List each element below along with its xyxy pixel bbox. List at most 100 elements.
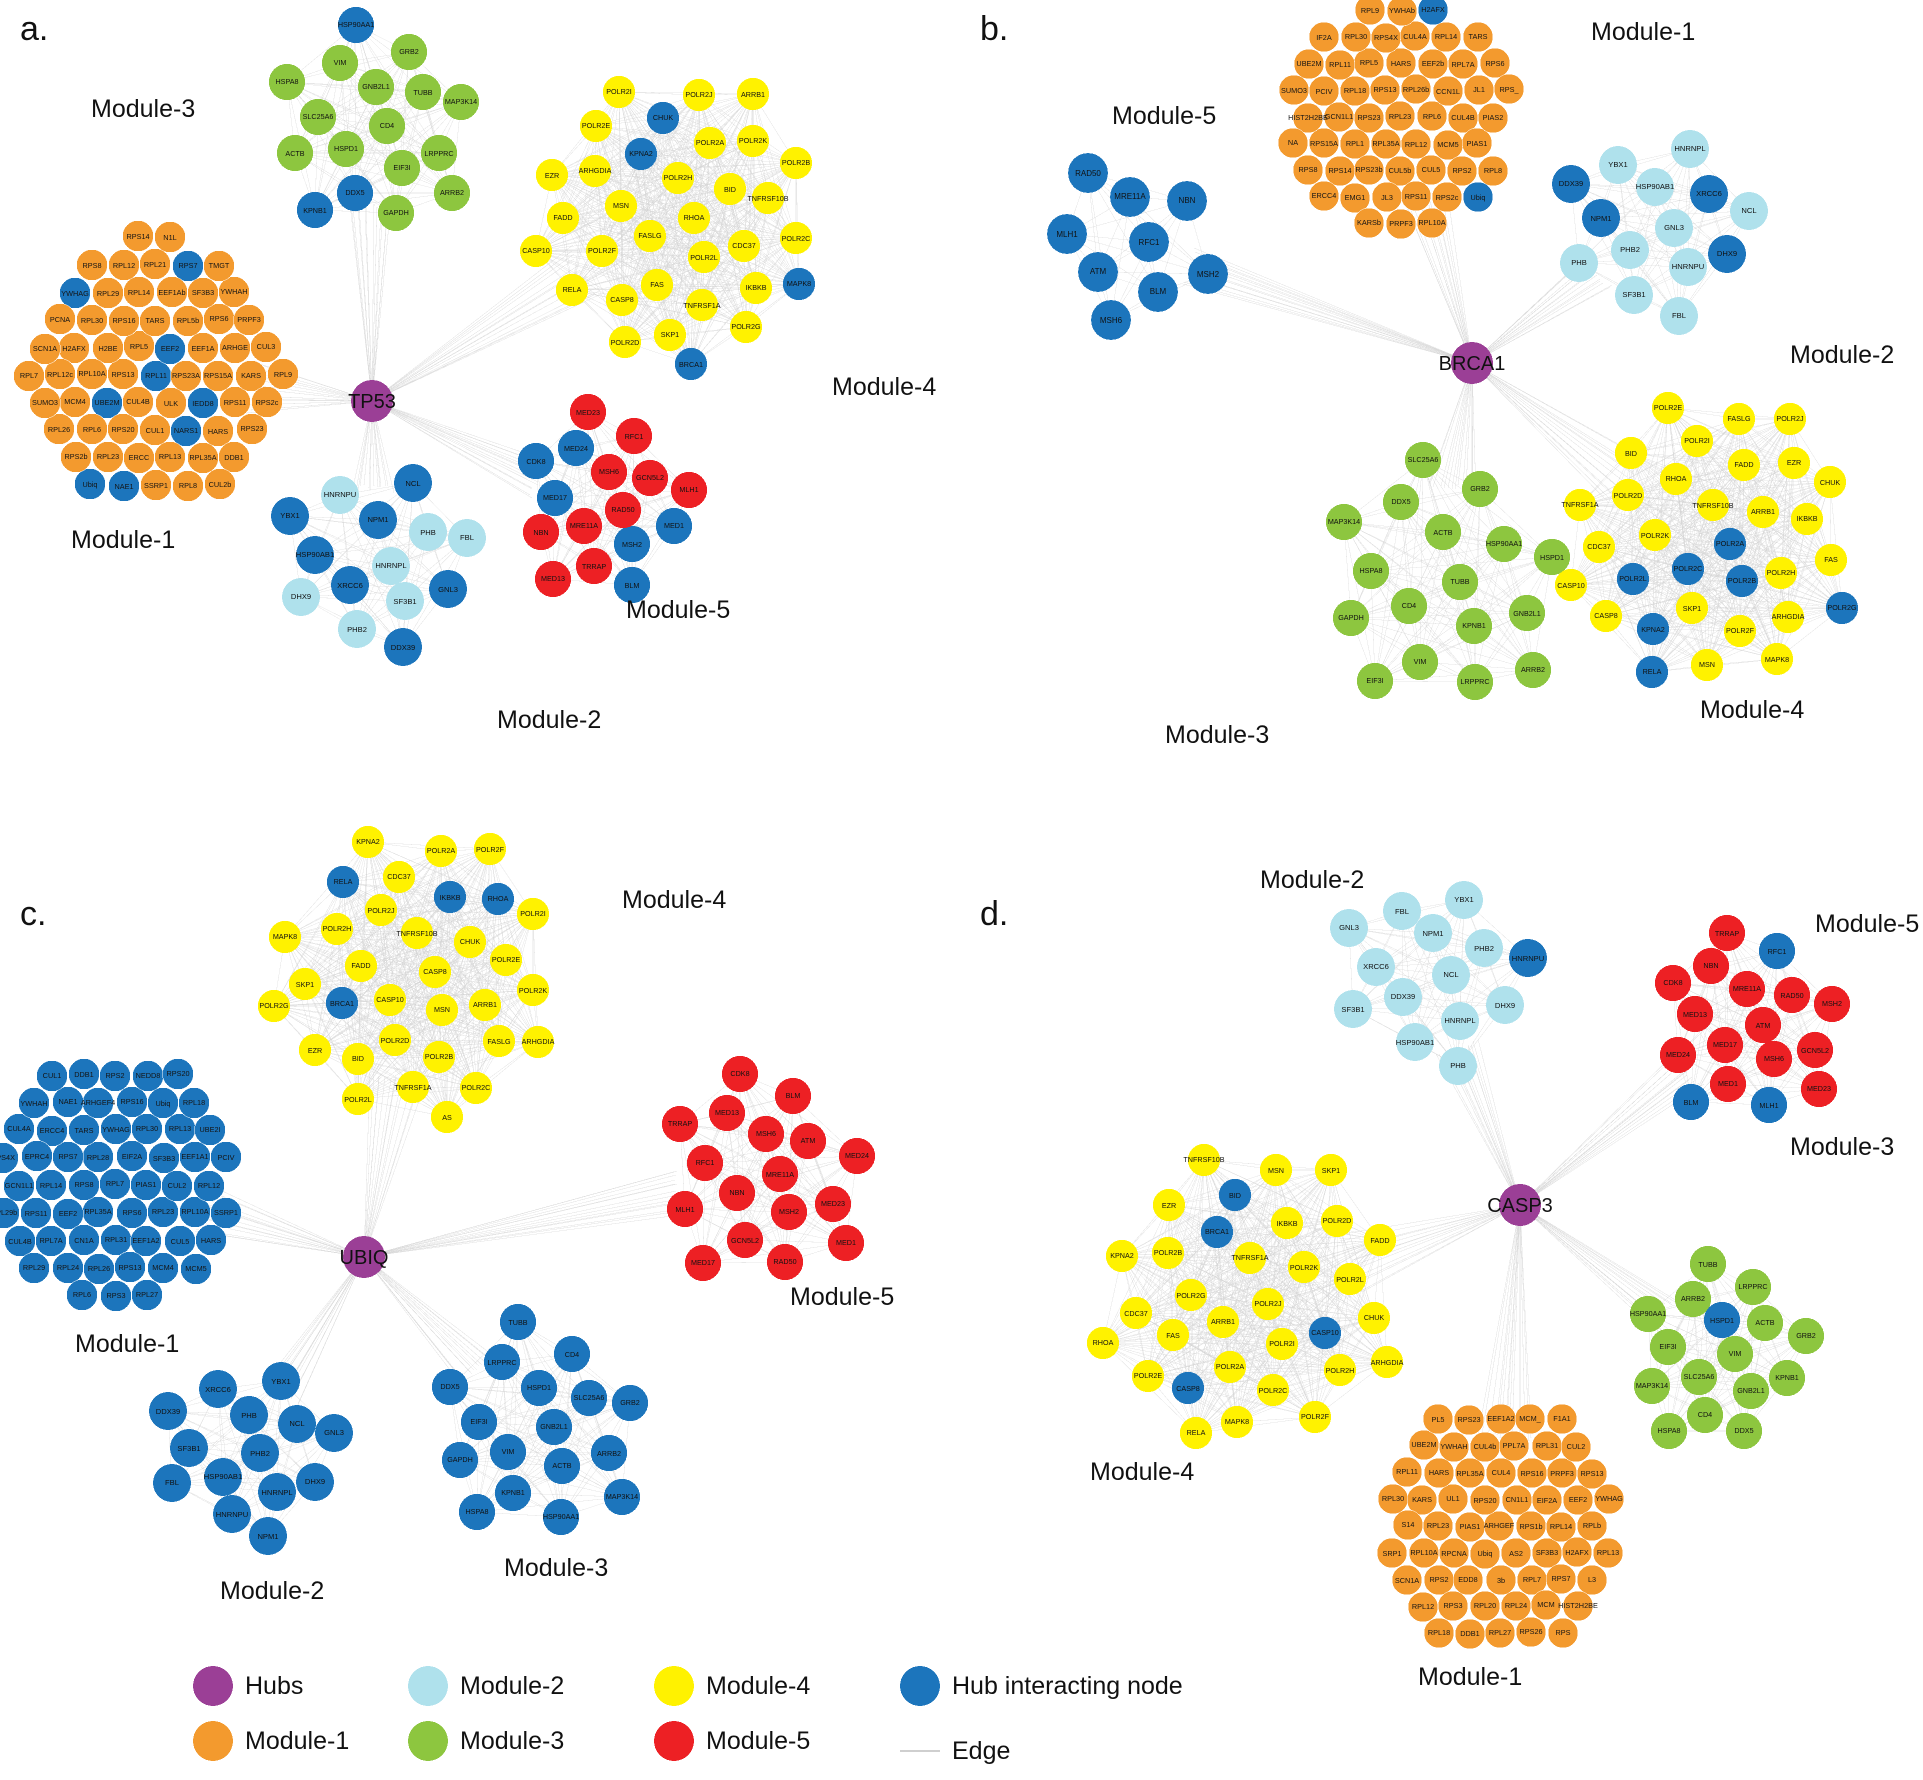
svg-text:DDX5: DDX5	[345, 188, 364, 197]
svg-text:GRB2: GRB2	[1470, 484, 1490, 493]
svg-text:RPS1b: RPS1b	[1519, 1522, 1542, 1531]
svg-text:RPS4X: RPS4X	[1374, 33, 1398, 42]
svg-text:TNFRSF1A: TNFRSF1A	[683, 301, 720, 310]
svg-text:UL1: UL1	[1446, 1494, 1459, 1503]
svg-text:XRCC6: XRCC6	[1363, 962, 1389, 971]
svg-text:BLM: BLM	[1150, 287, 1167, 296]
svg-text:POLR2D: POLR2D	[611, 338, 640, 347]
svg-text:CUL5b: CUL5b	[1389, 166, 1412, 175]
svg-text:KPNB1: KPNB1	[1462, 621, 1486, 630]
svg-text:RPL18: RPL18	[1344, 86, 1366, 95]
svg-text:CUL4b: CUL4b	[1474, 1442, 1497, 1451]
svg-text:POLR2A: POLR2A	[696, 138, 725, 147]
svg-text:TP53: TP53	[348, 391, 396, 413]
svg-text:RPL12: RPL12	[1405, 140, 1427, 149]
svg-text:MAPK8: MAPK8	[1225, 1417, 1249, 1426]
svg-text:KARS: KARS	[1412, 1495, 1432, 1504]
svg-text:EIF3I: EIF3I	[1366, 676, 1383, 685]
svg-text:EEF2b: EEF2b	[1422, 59, 1444, 68]
svg-text:PHB: PHB	[1571, 258, 1587, 267]
svg-text:EZR: EZR	[545, 171, 559, 180]
svg-text:RPL1: RPL1	[1346, 139, 1364, 148]
svg-text:EEF1A2: EEF1A2	[132, 1236, 159, 1245]
svg-text:RPL23: RPL23	[1389, 112, 1411, 121]
svg-text:CUL2: CUL2	[168, 1181, 187, 1190]
svg-text:Module-4: Module-4	[832, 373, 936, 401]
svg-text:YBX1: YBX1	[280, 511, 299, 520]
svg-text:RPS4X: RPS4X	[0, 1153, 15, 1162]
svg-text:RPS26: RPS26	[1519, 1627, 1542, 1636]
svg-text:AS: AS	[442, 1113, 452, 1122]
svg-text:CHUK: CHUK	[1820, 478, 1841, 487]
svg-text:ARRB1: ARRB1	[1211, 1317, 1235, 1326]
svg-text:MLH1: MLH1	[1056, 230, 1078, 239]
svg-text:TRRAP: TRRAP	[1715, 929, 1740, 938]
svg-text:MRE11A: MRE11A	[1114, 192, 1146, 201]
svg-text:Hub interacting node: Hub interacting node	[952, 1672, 1183, 1700]
svg-text:PIAS2: PIAS2	[1483, 113, 1504, 122]
svg-text:CASP10: CASP10	[522, 246, 550, 255]
svg-text:POLR2H: POLR2H	[1326, 1366, 1355, 1375]
svg-text:BLM: BLM	[625, 581, 640, 590]
svg-text:SSRP1: SSRP1	[144, 481, 168, 490]
svg-text:LRPPRC: LRPPRC	[1738, 1282, 1767, 1291]
svg-text:MCM: MCM	[1537, 1600, 1554, 1609]
svg-text:POLR2E: POLR2E	[1654, 403, 1683, 412]
svg-text:DDX5: DDX5	[1391, 497, 1410, 506]
svg-text:RPL20: RPL20	[1474, 1601, 1496, 1610]
svg-text:PHB: PHB	[1450, 1061, 1466, 1070]
svg-text:b.: b.	[980, 10, 1008, 48]
svg-text:POLR2H: POLR2H	[1767, 568, 1796, 577]
svg-text:CDC37: CDC37	[1587, 542, 1611, 551]
svg-text:MRE11A: MRE11A	[570, 521, 598, 530]
svg-text:ATM: ATM	[1090, 267, 1107, 276]
svg-text:HSPD1: HSPD1	[1710, 1316, 1734, 1325]
svg-text:POLR2J: POLR2J	[685, 90, 713, 99]
svg-text:YWHAH: YWHAH	[220, 287, 247, 296]
svg-text:RPL23: RPL23	[1427, 1521, 1449, 1530]
svg-text:CUL3: CUL3	[257, 342, 276, 351]
svg-text:EIF3I: EIF3I	[470, 1417, 487, 1426]
svg-text:POLR2I: POLR2I	[520, 909, 546, 918]
svg-text:MAPK8: MAPK8	[273, 932, 297, 941]
svg-text:RPL27: RPL27	[136, 1290, 158, 1299]
svg-text:RHOA: RHOA	[1093, 1338, 1114, 1347]
svg-text:Module-3: Module-3	[1165, 721, 1269, 749]
svg-text:RPS15A: RPS15A	[1310, 139, 1338, 148]
svg-text:RHOA: RHOA	[488, 894, 509, 903]
svg-text:CD4: CD4	[380, 121, 394, 130]
svg-text:DDB1: DDB1	[74, 1070, 93, 1079]
svg-text:NCL: NCL	[1443, 970, 1458, 979]
svg-text:IKBKB: IKBKB	[1796, 514, 1817, 523]
svg-text:TNFRSF10B: TNFRSF10B	[747, 194, 788, 203]
svg-text:3b: 3b	[1497, 1576, 1505, 1585]
svg-text:ERCC4: ERCC4	[1312, 191, 1337, 200]
svg-text:LRPPRC: LRPPRC	[424, 149, 453, 158]
svg-text:RAD50: RAD50	[1780, 991, 1803, 1000]
svg-text:MSH2: MSH2	[1822, 999, 1842, 1008]
svg-text:HNRNPL: HNRNPL	[375, 561, 406, 570]
svg-text:RPCNA: RPCNA	[1441, 1549, 1467, 1558]
svg-text:EIF2A: EIF2A	[122, 1152, 142, 1161]
svg-text:SCN1A: SCN1A	[33, 344, 57, 353]
svg-text:N1L: N1L	[163, 233, 176, 242]
svg-text:BRCA1: BRCA1	[679, 360, 703, 369]
svg-text:HNRNPU: HNRNPU	[324, 490, 357, 499]
svg-text:RPS20: RPS20	[111, 425, 134, 434]
svg-text:CDK8: CDK8	[526, 457, 545, 466]
svg-text:GCN5L2: GCN5L2	[731, 1236, 759, 1245]
svg-text:MED23: MED23	[576, 408, 600, 417]
svg-text:DDX5: DDX5	[440, 1382, 459, 1391]
svg-text:EIF2A: EIF2A	[1537, 1496, 1557, 1505]
svg-text:Module-5: Module-5	[1112, 102, 1216, 130]
svg-text:MLH1: MLH1	[679, 485, 698, 494]
svg-text:RPL8: RPL8	[179, 481, 197, 490]
svg-text:Module-4: Module-4	[1700, 696, 1804, 724]
svg-text:FBL: FBL	[165, 1478, 179, 1487]
svg-text:CUL4B: CUL4B	[126, 397, 150, 406]
svg-text:H2AFX: H2AFX	[62, 344, 86, 353]
svg-text:SUMO3: SUMO3	[1281, 86, 1307, 95]
svg-text:MED17: MED17	[691, 1258, 715, 1267]
svg-text:MCM4: MCM4	[64, 397, 86, 406]
svg-text:RPL10A: RPL10A	[181, 1207, 208, 1216]
